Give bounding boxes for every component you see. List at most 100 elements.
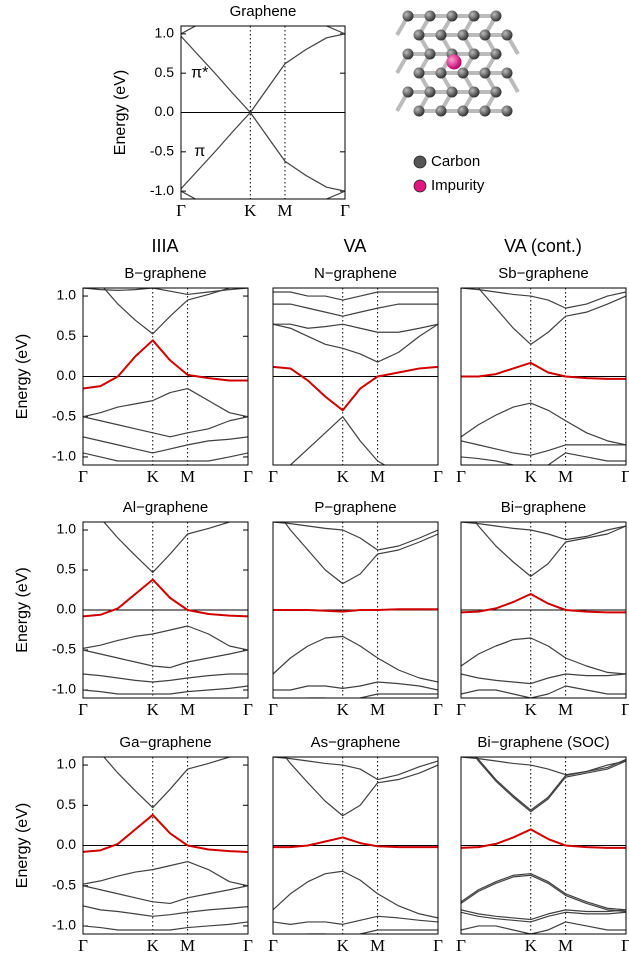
carbon-atom: [424, 10, 436, 22]
band: [181, 190, 345, 199]
carbon-atom: [435, 29, 447, 41]
band: [273, 608, 438, 613]
x-tick-label: Γ: [456, 467, 466, 486]
panel-title: As−graphene: [311, 734, 401, 751]
band: [83, 685, 248, 695]
x-tick-label: Γ: [78, 936, 88, 955]
carbon-atom: [413, 29, 425, 41]
band: [461, 828, 626, 849]
band: [305, 693, 438, 698]
band: [283, 522, 438, 585]
x-tick-label: K: [337, 700, 350, 719]
carbon-atom: [490, 48, 502, 60]
carbon-atom: [446, 10, 458, 22]
carbon-atom: [446, 86, 458, 98]
band: [273, 323, 438, 363]
x-tick-label: Γ: [433, 467, 443, 486]
x-tick-label: Γ: [243, 700, 253, 719]
band-annotation: π: [194, 143, 205, 160]
carbon-atom: [501, 29, 513, 41]
band: [181, 33, 345, 114]
y-tick-label: 0.0: [155, 103, 175, 119]
band: [273, 635, 438, 683]
band: [475, 757, 626, 811]
x-tick-label: Γ: [268, 467, 278, 486]
band: [461, 921, 626, 934]
carbon-atom: [490, 10, 502, 22]
band: [461, 637, 626, 675]
carbon-atom: [457, 67, 469, 79]
y-axis-label: Energy (eV): [112, 70, 129, 155]
y-tick-label: 1.0: [57, 287, 77, 303]
plot-frame: [272, 756, 439, 935]
band: [83, 673, 248, 683]
legend-label: Impurity: [431, 177, 485, 194]
plot-frame: [82, 756, 249, 935]
carbon-atom: [501, 105, 513, 117]
band: [83, 339, 248, 390]
x-tick-label: K: [244, 201, 257, 220]
panel-title: Al−graphene: [123, 499, 209, 516]
y-tick-label: -0.5: [52, 641, 76, 657]
x-tick-label: K: [147, 700, 160, 719]
panel-title: P−graphene: [314, 499, 396, 516]
y-tick-label: -1.0: [52, 917, 76, 933]
band: [461, 909, 626, 921]
legend-label: Carbon: [431, 153, 480, 170]
x-tick-label: Γ: [433, 700, 443, 719]
x-tick-label: Γ: [433, 936, 443, 955]
carbon-atom: [424, 48, 436, 60]
column-header: VA: [344, 236, 367, 256]
x-tick-label: M: [558, 467, 573, 486]
y-tick-label: 0.0: [57, 367, 77, 383]
plot-frame: [460, 287, 627, 466]
y-tick-label: 1.0: [155, 25, 175, 41]
x-tick-label: K: [525, 936, 538, 955]
y-axis-label: Energy (eV): [14, 334, 31, 419]
panel-title: Ga−graphene: [119, 734, 211, 751]
band: [273, 757, 438, 781]
band: [461, 757, 626, 776]
x-tick-label: Γ: [176, 201, 186, 220]
band: [83, 860, 248, 887]
plot-frame: [460, 521, 627, 699]
band: [83, 436, 248, 454]
carbon-atom: [435, 105, 447, 117]
y-tick-label: 0.5: [57, 796, 77, 812]
x-tick-label: Γ: [621, 467, 629, 486]
band: [461, 593, 626, 614]
band: [305, 929, 438, 934]
carbon-atom: [402, 10, 414, 22]
band: [461, 522, 626, 541]
plot-frame: [180, 25, 346, 200]
plot-frame: [82, 521, 249, 699]
y-axis-label: Energy (eV): [14, 803, 31, 888]
band: [461, 673, 626, 685]
x-tick-label: M: [370, 936, 385, 955]
band: [273, 291, 438, 301]
y-tick-label: -1.0: [52, 681, 76, 697]
band: [461, 440, 626, 456]
plot-frame: [82, 287, 249, 466]
band: [273, 303, 438, 317]
band: [273, 323, 438, 333]
carbon-atom: [479, 105, 491, 117]
x-tick-label: K: [147, 467, 160, 486]
band: [289, 416, 386, 465]
band: [461, 685, 626, 698]
x-tick-label: M: [558, 936, 573, 955]
band: [284, 757, 438, 817]
band: [461, 452, 626, 465]
band: [461, 361, 626, 380]
band: [83, 288, 248, 296]
y-tick-label: 0.0: [57, 836, 77, 852]
carbon-atom: [457, 29, 469, 41]
x-tick-label: Γ: [268, 700, 278, 719]
band: [273, 522, 438, 551]
column-header: IIIA: [151, 236, 178, 256]
plot-frame: [272, 287, 439, 466]
band: [461, 911, 626, 923]
y-tick-label: 1.0: [57, 521, 77, 537]
x-tick-label: K: [525, 700, 538, 719]
